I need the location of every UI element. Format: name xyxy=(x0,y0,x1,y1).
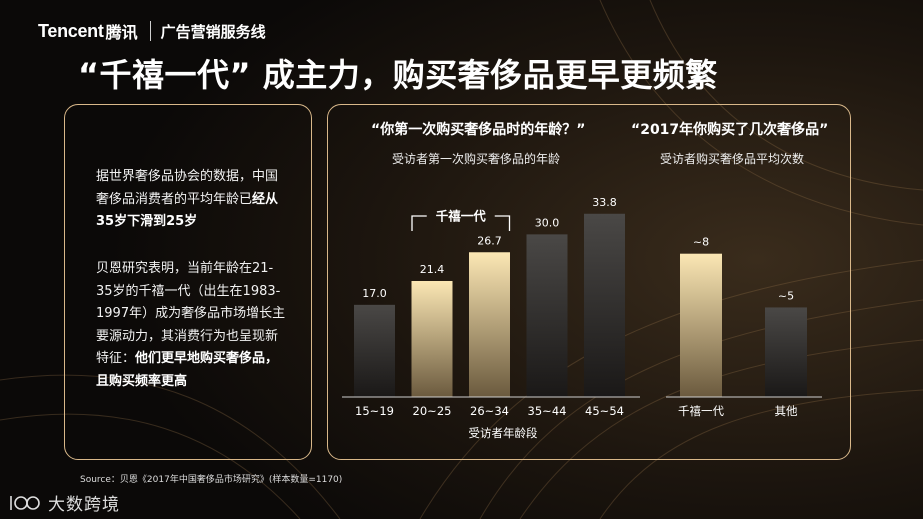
chart2-data-label-0: ~8 xyxy=(693,236,709,249)
chart1-tick-label-3: 35~44 xyxy=(528,404,567,418)
chart1-tick-label-2: 26~34 xyxy=(470,404,509,418)
chart1-data-label-1: 21.4 xyxy=(420,263,445,276)
brand-logo-icon xyxy=(10,495,40,510)
chart1-tick-label-0: 15~19 xyxy=(355,404,394,418)
chart2-data-label-1: ~5 xyxy=(778,289,794,302)
paragraph-2-highlight: 他们更早地购买奢侈品，且购买频率更高 xyxy=(96,351,279,389)
tencent-logo-text: Tencent xyxy=(38,20,104,41)
tencent-logo-cn: 腾讯 xyxy=(105,23,138,42)
department-label: 广告营销服务线 xyxy=(160,22,266,41)
chart1-tick-label-1: 20~25 xyxy=(413,404,452,418)
chart1-bar-4 xyxy=(584,213,625,397)
chart2-bar-1 xyxy=(765,307,807,397)
chart2-tick-label-0: 千禧一代 xyxy=(678,404,724,418)
paragraph-2: 贝恩研究表明，当前年龄在21-35岁的千禧一代（出生在1983-1997年）成为… xyxy=(96,258,288,393)
source-note: Source：贝恩《2017年中国奢侈品市场研究》(样本数量=1170) xyxy=(80,475,343,485)
chart1-data-label-2: 26.7 xyxy=(477,234,502,247)
chart1-data-label-4: 33.8 xyxy=(592,196,617,209)
chart1-data-label-3: 30.0 xyxy=(535,216,560,229)
paragraph-2-text: 贝恩研究表明，当前年龄在21-35岁的千禧一代（出生在1983-1997年）成为… xyxy=(96,261,286,366)
paragraph-1: 据世界奢侈品协会的数据，中国奢侈品消费者的平均年龄已经从35岁下滑到25岁 xyxy=(96,166,288,234)
chart1-data-label-0: 17.0 xyxy=(362,287,387,300)
chart1-title: “你第一次购买奢侈品时的年龄？” xyxy=(371,122,586,138)
chart1-bar-0 xyxy=(354,304,395,397)
paragraph-1-text: 据世界奢侈品协会的数据，中国奢侈品消费者的平均年龄已 xyxy=(96,169,279,207)
chart1-bar-3 xyxy=(526,234,568,397)
chart2-bar-0 xyxy=(680,253,722,397)
chart1-millennial-bracket xyxy=(411,215,511,231)
chart1-tick-label-4: 45~54 xyxy=(585,404,624,418)
chart2-tick-label-1: 其他 xyxy=(775,404,798,418)
chart2-subtitle: 受访者购买奢侈品平均次数 xyxy=(660,152,805,166)
watermark-text: 大数跨境 xyxy=(48,495,120,515)
watermark: 大数跨境 xyxy=(8,490,120,515)
chart1-bar-1 xyxy=(411,280,453,397)
chart1-bracket-label: 千禧一代 xyxy=(436,209,487,224)
chart1-bar-2 xyxy=(469,252,510,397)
header-divider xyxy=(149,21,151,41)
paragraph-1-highlight: 经从35岁下滑到25岁 xyxy=(96,191,279,230)
chart-panel xyxy=(327,104,851,460)
left-text-panel: 据世界奢侈品协会的数据，中国奢侈品消费者的平均年龄已经从35岁下滑到25岁 贝恩… xyxy=(64,104,312,460)
page-title: “千禧一代” 成主力，购买奢侈品更早更频繁 xyxy=(78,56,718,94)
chart1-x-axis-label: 受访者年龄段 xyxy=(469,426,538,440)
header: Tencent 腾讯 广告营销服务线 xyxy=(38,18,266,44)
chart2-title: “2017年你购买了几次奢侈品” xyxy=(631,122,829,138)
chart1-subtitle: 受访者第一次购买奢侈品的年龄 xyxy=(392,152,561,166)
